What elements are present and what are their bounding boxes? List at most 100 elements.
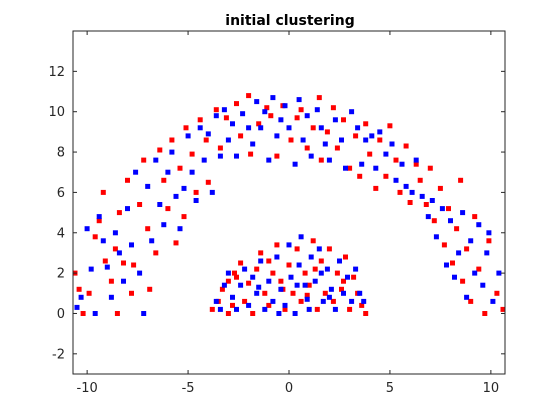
data-point-s1-113: [302, 270, 308, 276]
data-point-s1-27: [177, 165, 183, 171]
data-point-s2-130: [337, 258, 342, 264]
data-point-s1-29: [183, 125, 189, 131]
data-point-s1-127: [359, 302, 365, 308]
data-point-s1-22: [157, 147, 163, 153]
data-point-s2-118: [292, 311, 298, 316]
data-point-s2-106: [246, 302, 252, 308]
data-point-s1-45: [274, 153, 280, 159]
data-point-s2-122: [306, 306, 312, 312]
data-point-s1-26: [173, 240, 179, 246]
data-point-s1-133: [232, 270, 237, 276]
data-point-s2-102: [230, 294, 235, 300]
data-point-s1-114: [306, 282, 312, 288]
data-point-s2-75: [399, 161, 405, 167]
data-point-s2-52: [286, 125, 292, 131]
data-point-s2-4: [88, 266, 94, 272]
data-point-s1-109: [286, 262, 292, 268]
data-point-s1-15: [129, 290, 134, 296]
data-point-s2-117: [288, 274, 294, 280]
data-point-s1-19: [145, 226, 151, 232]
data-point-s2-42: [246, 125, 252, 131]
data-point-s2-50: [278, 117, 284, 123]
data-point-s2-39: [230, 121, 235, 127]
data-point-s1-88: [486, 238, 492, 244]
data-point-s2-123: [308, 254, 314, 260]
data-point-s1-20: [147, 286, 153, 292]
data-point-s1-104: [266, 302, 272, 308]
data-point-s1-31: [193, 189, 199, 195]
data-point-s1-28: [181, 214, 187, 220]
data-point-s2-33: [205, 131, 211, 137]
data-point-s1-30: [189, 151, 195, 157]
data-point-s2-72: [383, 151, 389, 157]
data-point-s1-35: [213, 107, 219, 113]
data-point-s1-69: [403, 143, 409, 149]
data-point-s2-93: [480, 282, 486, 288]
data-point-s1-128: [363, 311, 369, 316]
data-point-s2-138: [304, 296, 310, 302]
data-point-s1-77: [441, 242, 447, 248]
data-point-s1-67: [393, 157, 399, 163]
data-point-s1-82: [460, 278, 466, 284]
data-point-s1-44: [268, 113, 274, 119]
data-point-s2-44: [254, 99, 260, 105]
data-point-s2-45: [258, 125, 264, 131]
data-point-s1-10: [112, 246, 118, 252]
data-point-s1-37: [223, 115, 229, 121]
data-point-s2-83: [439, 206, 445, 212]
data-point-s2-36: [217, 153, 223, 159]
data-point-s1-120: [330, 298, 336, 304]
data-point-s1-7: [100, 189, 106, 195]
data-point-s1-108: [282, 306, 288, 312]
data-point-s1-121: [334, 270, 340, 276]
data-point-s1-42: [256, 121, 262, 127]
chart-title: initial clustering: [225, 13, 354, 29]
data-point-s2-37: [221, 107, 227, 113]
data-point-s1-118: [322, 290, 328, 296]
data-point-s2-134: [353, 266, 359, 272]
data-point-s2-79: [419, 193, 425, 199]
data-point-s1-39: [238, 133, 244, 139]
data-point-s1-81: [458, 177, 464, 183]
data-point-s2-86: [452, 274, 457, 280]
data-point-s2-35: [213, 113, 219, 119]
data-point-s2-132: [345, 274, 350, 280]
data-point-s2-109: [258, 258, 264, 264]
x-tick-label: -5: [182, 381, 195, 396]
data-point-s2-9: [108, 294, 114, 300]
x-tick-label: 10: [483, 381, 500, 396]
data-point-s1-98: [242, 298, 248, 304]
data-point-s2-111: [266, 278, 272, 284]
data-point-s1-101: [254, 266, 260, 272]
y-tick-label: 10: [48, 105, 65, 120]
data-point-s1-33: [203, 137, 209, 143]
data-point-s1-40: [246, 93, 252, 99]
data-point-s2-133: [349, 298, 355, 304]
data-point-s1-132: [341, 278, 346, 284]
data-point-s1-2: [76, 286, 82, 292]
x-tick-label: -10: [77, 381, 98, 396]
data-point-s1-64: [377, 137, 383, 143]
data-point-s1-43: [264, 105, 270, 111]
data-point-s1-47: [288, 137, 294, 143]
data-point-s2-1: [74, 304, 80, 310]
data-point-s2-2: [78, 294, 84, 300]
data-point-s2-27: [181, 185, 187, 191]
data-point-s1-89: [494, 290, 500, 296]
data-point-s1-125: [351, 274, 357, 280]
data-point-s1-56: [334, 145, 340, 151]
data-point-s1-96: [234, 274, 239, 280]
data-point-s2-63: [339, 137, 344, 143]
data-point-s1-103: [262, 290, 268, 296]
data-point-s2-136: [361, 298, 367, 304]
data-point-s2-5: [92, 311, 98, 316]
data-point-s2-108: [254, 290, 260, 296]
data-point-s1-23: [161, 177, 167, 183]
data-point-s2-29: [189, 169, 195, 175]
data-point-s2-92: [476, 222, 482, 228]
data-point-s2-56: [304, 113, 310, 119]
data-point-s2-129: [332, 306, 338, 312]
axes: -10 -5 0 5 10 -2 0 2 4 6 8 10 12: [48, 30, 506, 396]
